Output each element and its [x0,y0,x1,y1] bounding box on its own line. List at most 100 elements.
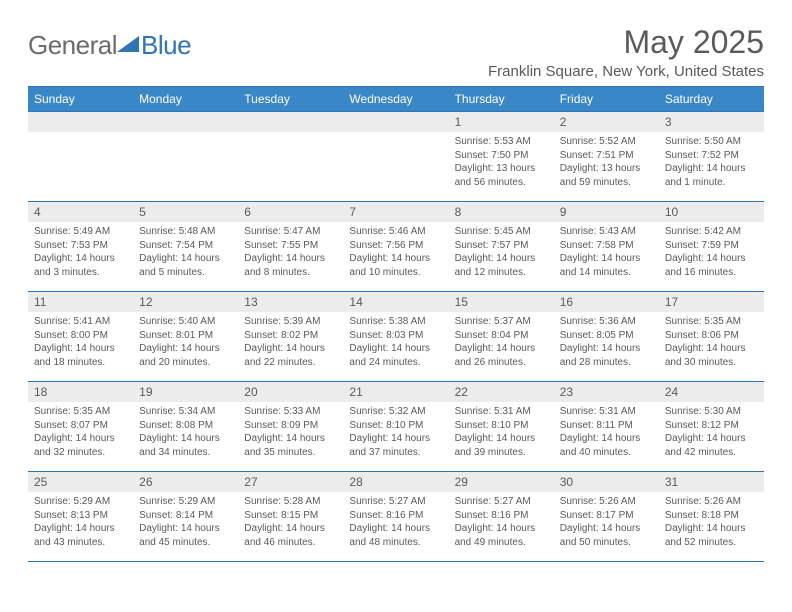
day-details: Sunrise: 5:27 AMSunset: 8:16 PMDaylight:… [449,492,554,553]
sunrise-text: Sunrise: 5:38 AM [349,315,442,329]
calendar-cell: 8Sunrise: 5:45 AMSunset: 7:57 PMDaylight… [449,202,554,292]
day-details: Sunrise: 5:39 AMSunset: 8:02 PMDaylight:… [238,312,343,373]
calendar-body: 1Sunrise: 5:53 AMSunset: 7:50 PMDaylight… [28,112,764,562]
sunset-text: Sunset: 8:14 PM [139,509,232,523]
sunset-text: Sunset: 7:58 PM [560,239,653,253]
sunrise-text: Sunrise: 5:53 AM [455,135,548,149]
sunset-text: Sunset: 7:55 PM [244,239,337,253]
day-number: 22 [449,382,554,402]
day-number: 23 [554,382,659,402]
day-details: Sunrise: 5:26 AMSunset: 8:17 PMDaylight:… [554,492,659,553]
day-details: Sunrise: 5:40 AMSunset: 8:01 PMDaylight:… [133,312,238,373]
sunrise-text: Sunrise: 5:27 AM [349,495,442,509]
weekday-header: Monday [133,87,238,112]
day-number: 11 [28,292,133,312]
day-details: Sunrise: 5:38 AMSunset: 8:03 PMDaylight:… [343,312,448,373]
sunrise-text: Sunrise: 5:48 AM [139,225,232,239]
daylight-text: Daylight: 14 hours and 1 minute. [665,162,758,189]
sunrise-text: Sunrise: 5:29 AM [34,495,127,509]
sunrise-text: Sunrise: 5:28 AM [244,495,337,509]
sunset-text: Sunset: 8:05 PM [560,329,653,343]
day-details: Sunrise: 5:42 AMSunset: 7:59 PMDaylight:… [659,222,764,283]
daylight-text: Daylight: 14 hours and 22 minutes. [244,342,337,369]
day-details: Sunrise: 5:33 AMSunset: 8:09 PMDaylight:… [238,402,343,463]
daylight-text: Daylight: 14 hours and 35 minutes. [244,432,337,459]
day-details: Sunrise: 5:45 AMSunset: 7:57 PMDaylight:… [449,222,554,283]
sunrise-text: Sunrise: 5:50 AM [665,135,758,149]
sunset-text: Sunset: 8:10 PM [455,419,548,433]
weekday-header: Tuesday [238,87,343,112]
page-title: May 2025 [488,24,764,61]
sunset-text: Sunset: 8:10 PM [349,419,442,433]
calendar-cell [28,112,133,202]
calendar-row: 25Sunrise: 5:29 AMSunset: 8:13 PMDayligh… [28,472,764,562]
sunrise-text: Sunrise: 5:43 AM [560,225,653,239]
day-number [133,112,238,132]
daylight-text: Daylight: 14 hours and 3 minutes. [34,252,127,279]
calendar-cell: 23Sunrise: 5:31 AMSunset: 8:11 PMDayligh… [554,382,659,472]
day-details: Sunrise: 5:34 AMSunset: 8:08 PMDaylight:… [133,402,238,463]
calendar-cell: 1Sunrise: 5:53 AMSunset: 7:50 PMDaylight… [449,112,554,202]
calendar-cell: 11Sunrise: 5:41 AMSunset: 8:00 PMDayligh… [28,292,133,382]
title-block: May 2025 Franklin Square, New York, Unit… [488,24,764,80]
sunset-text: Sunset: 7:54 PM [139,239,232,253]
day-number: 4 [28,202,133,222]
sunset-text: Sunset: 8:00 PM [34,329,127,343]
day-number [238,112,343,132]
sunset-text: Sunset: 7:53 PM [34,239,127,253]
daylight-text: Daylight: 14 hours and 30 minutes. [665,342,758,369]
daylight-text: Daylight: 14 hours and 8 minutes. [244,252,337,279]
day-details: Sunrise: 5:29 AMSunset: 8:14 PMDaylight:… [133,492,238,553]
calendar-cell: 30Sunrise: 5:26 AMSunset: 8:17 PMDayligh… [554,472,659,562]
weekday-header-row: Sunday Monday Tuesday Wednesday Thursday… [28,87,764,112]
day-number [28,112,133,132]
day-details: Sunrise: 5:53 AMSunset: 7:50 PMDaylight:… [449,132,554,193]
sunrise-text: Sunrise: 5:33 AM [244,405,337,419]
daylight-text: Daylight: 13 hours and 56 minutes. [455,162,548,189]
calendar-row: 11Sunrise: 5:41 AMSunset: 8:00 PMDayligh… [28,292,764,382]
sunset-text: Sunset: 7:50 PM [455,149,548,163]
daylight-text: Daylight: 14 hours and 28 minutes. [560,342,653,369]
calendar-cell: 3Sunrise: 5:50 AMSunset: 7:52 PMDaylight… [659,112,764,202]
sunrise-text: Sunrise: 5:31 AM [560,405,653,419]
sunrise-text: Sunrise: 5:26 AM [665,495,758,509]
calendar-cell: 21Sunrise: 5:32 AMSunset: 8:10 PMDayligh… [343,382,448,472]
day-details: Sunrise: 5:32 AMSunset: 8:10 PMDaylight:… [343,402,448,463]
daylight-text: Daylight: 14 hours and 24 minutes. [349,342,442,369]
sunset-text: Sunset: 8:16 PM [349,509,442,523]
sunrise-text: Sunrise: 5:39 AM [244,315,337,329]
day-number: 20 [238,382,343,402]
sunrise-text: Sunrise: 5:29 AM [139,495,232,509]
day-number: 10 [659,202,764,222]
sunrise-text: Sunrise: 5:35 AM [665,315,758,329]
page-subtitle: Franklin Square, New York, United States [488,63,764,80]
day-number: 9 [554,202,659,222]
calendar-cell: 20Sunrise: 5:33 AMSunset: 8:09 PMDayligh… [238,382,343,472]
weekday-header: Sunday [28,87,133,112]
day-number: 27 [238,472,343,492]
daylight-text: Daylight: 14 hours and 50 minutes. [560,522,653,549]
day-number: 21 [343,382,448,402]
calendar-cell: 24Sunrise: 5:30 AMSunset: 8:12 PMDayligh… [659,382,764,472]
day-details: Sunrise: 5:27 AMSunset: 8:16 PMDaylight:… [343,492,448,553]
day-details: Sunrise: 5:29 AMSunset: 8:13 PMDaylight:… [28,492,133,553]
sunset-text: Sunset: 8:07 PM [34,419,127,433]
calendar-cell: 9 Sunrise: 5:43 AMSunset: 7:58 PMDaylight… [554,202,659,292]
daylight-text: Daylight: 14 hours and 14 minutes. [560,252,653,279]
sunset-text: Sunset: 8:12 PM [665,419,758,433]
calendar-cell: 27Sunrise: 5:28 AMSunset: 8:15 PMDayligh… [238,472,343,562]
calendar-table: Sunday Monday Tuesday Wednesday Thursday… [28,86,764,562]
day-details: Sunrise: 5:35 AMSunset: 8:06 PMDaylight:… [659,312,764,373]
day-details: Sunrise: 5:35 AMSunset: 8:07 PMDaylight:… [28,402,133,463]
day-details: Sunrise: 5:31 AMSunset: 8:11 PMDaylight:… [554,402,659,463]
daylight-text: Daylight: 14 hours and 16 minutes. [665,252,758,279]
day-number: 13 [238,292,343,312]
calendar-cell: 17Sunrise: 5:35 AMSunset: 8:06 PMDayligh… [659,292,764,382]
daylight-text: Daylight: 14 hours and 43 minutes. [34,522,127,549]
sunset-text: Sunset: 7:51 PM [560,149,653,163]
sunset-text: Sunset: 8:13 PM [34,509,127,523]
day-number: 17 [659,292,764,312]
sunset-text: Sunset: 7:57 PM [455,239,548,253]
calendar-row: 18Sunrise: 5:35 AMSunset: 8:07 PMDayligh… [28,382,764,472]
day-number: 8 [449,202,554,222]
